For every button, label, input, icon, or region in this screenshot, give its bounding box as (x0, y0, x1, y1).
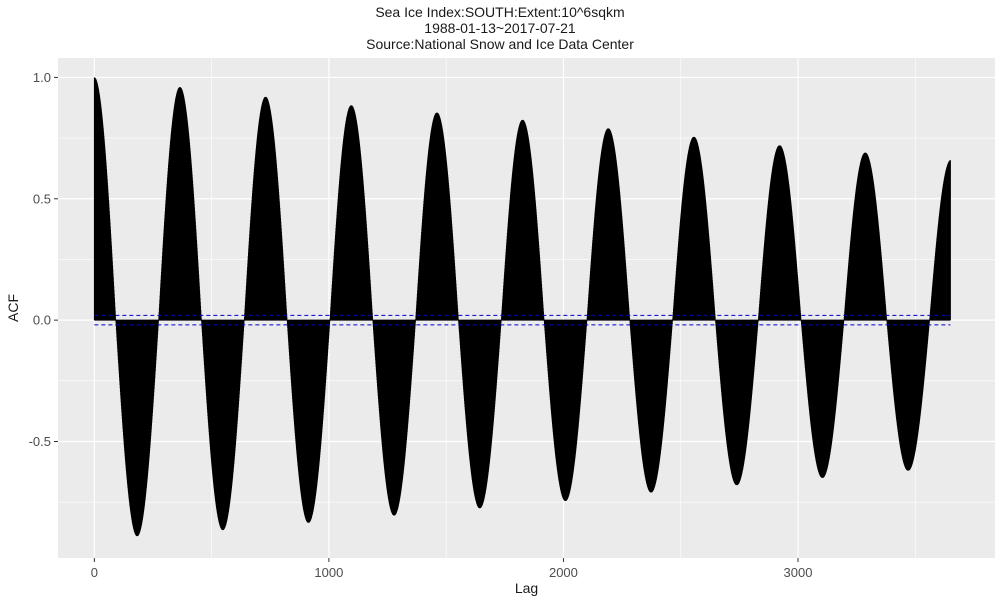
chart-subtitle-source: Source:National Snow and Ice Data Center (366, 36, 634, 52)
x-tick-label: 2000 (549, 565, 578, 580)
chart-title: Sea Ice Index:SOUTH:Extent:10^6sqkm (375, 4, 625, 20)
y-axis-ticks: -0.5 0.0 0.5 1.0 (29, 70, 58, 449)
y-tick-label: -0.5 (29, 434, 51, 449)
y-tick-label: 1.0 (33, 70, 51, 85)
x-axis-ticks: 0 1000 2000 3000 (91, 558, 813, 580)
chart-subtitle-date-range: 1988-01-13~2017-07-21 (424, 20, 576, 36)
chart-titles: Sea Ice Index:SOUTH:Extent:10^6sqkm 1988… (0, 4, 1000, 52)
y-tick-label: 0.0 (33, 313, 51, 328)
x-tick-label: 1000 (314, 565, 343, 580)
x-tick-label: 3000 (784, 565, 813, 580)
acf-bars (93, 77, 951, 537)
y-tick-label: 0.5 (33, 191, 51, 206)
x-axis-title: Lag (515, 580, 538, 596)
x-tick-label: 0 (91, 565, 98, 580)
y-axis-title: ACF (5, 294, 21, 322)
